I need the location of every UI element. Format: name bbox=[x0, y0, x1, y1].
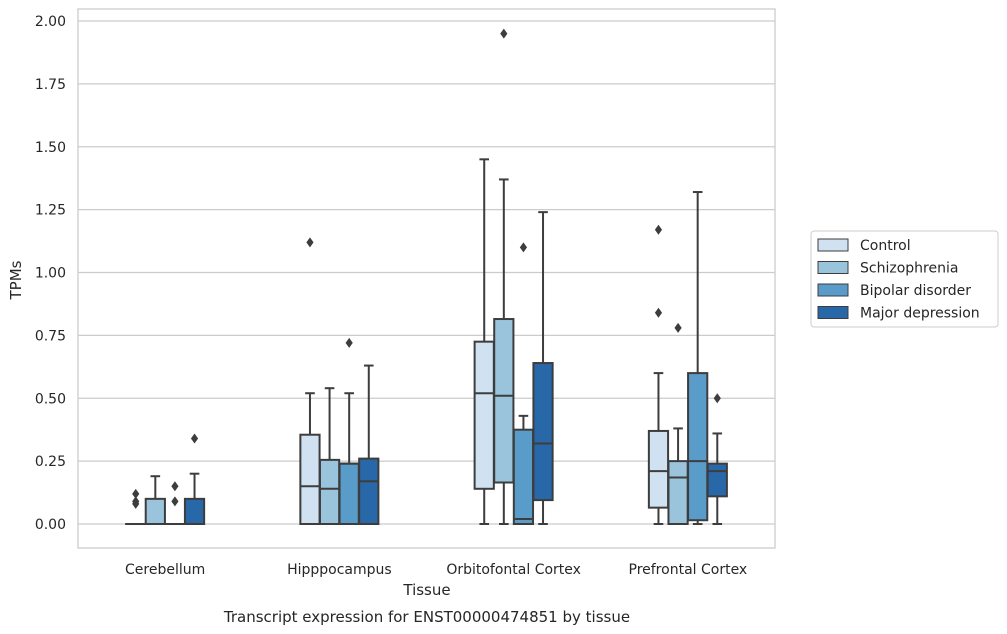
outlier-point bbox=[654, 307, 663, 318]
box-schizophrenia bbox=[318, 387, 341, 525]
outlier-point bbox=[713, 393, 721, 404]
box-iqr bbox=[532, 362, 554, 502]
box-control bbox=[473, 158, 495, 525]
x-axis-label: Tissue bbox=[402, 581, 450, 599]
legend-label: Bipolar disorder bbox=[860, 283, 971, 299]
box-schizophrenia bbox=[493, 28, 515, 525]
box-iqr bbox=[473, 340, 495, 490]
y-tick-label: 1.75 bbox=[35, 77, 66, 93]
box-iqr bbox=[318, 458, 341, 525]
box-bipolar-disorder bbox=[687, 191, 709, 525]
box-schizophrenia bbox=[144, 475, 166, 526]
box-bipolar-disorder bbox=[512, 242, 535, 525]
x-tick-label: Hipppocampus bbox=[287, 562, 392, 578]
y-tick-label: 2.00 bbox=[35, 14, 66, 30]
outlier-point bbox=[190, 433, 199, 444]
outlier-point bbox=[654, 224, 663, 235]
grid-lines bbox=[78, 20, 775, 525]
y-tick-label: 1.25 bbox=[35, 203, 66, 219]
box-iqr bbox=[687, 372, 709, 522]
y-tick-label: 1.50 bbox=[35, 140, 66, 156]
box-schizophrenia bbox=[667, 322, 689, 525]
box-groups bbox=[125, 28, 728, 526]
box-major-depression bbox=[358, 364, 380, 525]
box-iqr bbox=[493, 318, 515, 484]
legend-label: Control bbox=[860, 238, 911, 254]
x-tick-label: Prefrontal Cortex bbox=[629, 562, 748, 578]
y-tick-labels: 0.00 0.25 0.50 0.75 1.00 1.25 1.50 1.75 2.00 bbox=[35, 14, 66, 533]
y-tick-label: 1.00 bbox=[35, 266, 66, 282]
outlier-point bbox=[674, 322, 682, 333]
outlier-point bbox=[345, 337, 353, 348]
box-iqr bbox=[512, 428, 535, 525]
x-tick-labels: Cerebellum Hipppocampus Orbitofontal Corte… bbox=[125, 562, 747, 578]
box-iqr bbox=[647, 429, 670, 509]
y-tick-label: 0.50 bbox=[35, 391, 66, 407]
legend-swatch bbox=[817, 238, 849, 252]
box-bipolar-disorder bbox=[338, 337, 360, 526]
box-iqr bbox=[338, 462, 360, 526]
box-iqr bbox=[706, 462, 728, 498]
box-major-depression bbox=[532, 211, 554, 525]
outlier-point bbox=[306, 237, 314, 248]
box-iqr bbox=[358, 457, 380, 525]
y-tick-label: 0.75 bbox=[35, 328, 66, 344]
outlier-point bbox=[132, 496, 140, 507]
legend-swatch bbox=[817, 283, 849, 297]
chart-caption: Transcript expression for ENST0000047485… bbox=[223, 608, 630, 626]
y-tick-label: 0.25 bbox=[35, 454, 66, 470]
legend: Control Schizophrenia Bipolar disorder Majo… bbox=[810, 230, 999, 328]
outlier-point bbox=[171, 481, 179, 492]
box-iqr bbox=[144, 497, 166, 526]
plot-area-frame bbox=[77, 8, 776, 549]
box-control bbox=[299, 237, 321, 525]
box-major-depression bbox=[183, 433, 206, 526]
box-control bbox=[125, 488, 147, 526]
legend-label: Major depression bbox=[860, 306, 980, 322]
outlier-point bbox=[171, 496, 179, 507]
legend-frame bbox=[810, 230, 999, 328]
y-tick-label: 0.00 bbox=[35, 517, 66, 533]
box-iqr bbox=[299, 433, 321, 525]
box-iqr bbox=[667, 460, 689, 525]
x-tick-label: Cerebellum bbox=[125, 562, 205, 578]
outlier-point bbox=[500, 28, 508, 39]
legend-swatch bbox=[817, 261, 849, 274]
y-axis-label: TPMs bbox=[7, 260, 25, 300]
outlier-point bbox=[132, 488, 140, 499]
box-major-depression bbox=[706, 393, 728, 525]
box-control bbox=[647, 224, 670, 525]
x-tick-label: Orbitofontal Cortex bbox=[446, 562, 581, 578]
outlier-point bbox=[519, 242, 528, 253]
box-iqr bbox=[183, 497, 206, 526]
box-bipolar-disorder bbox=[164, 481, 186, 526]
legend-label: Schizophrenia bbox=[860, 261, 958, 277]
legend-swatch bbox=[817, 306, 849, 319]
